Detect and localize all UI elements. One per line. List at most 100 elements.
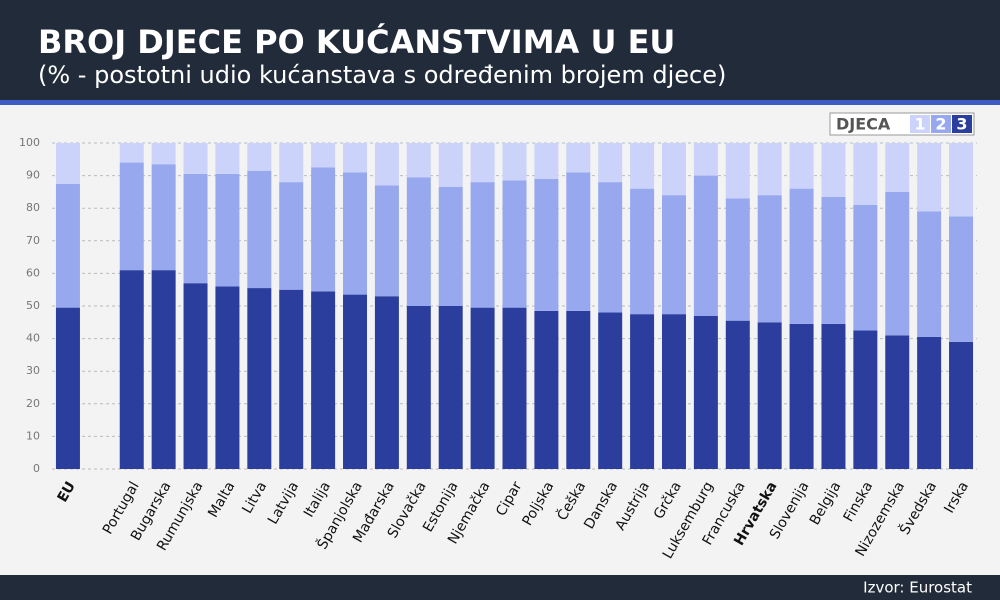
bar-segment <box>470 182 495 308</box>
bar-segment <box>406 143 431 178</box>
header <box>0 0 1000 100</box>
bar-segment <box>534 143 559 179</box>
legend-label: 2 <box>935 115 946 134</box>
bar-segment <box>630 188 655 315</box>
source: Izvor: Eurostat <box>863 579 972 597</box>
chart-subtitle: (% - postotni udio kućanstava s određeni… <box>38 61 726 89</box>
bar-segment <box>757 143 782 196</box>
bar-segment <box>311 143 336 168</box>
bar-segment <box>885 335 910 469</box>
bar-segment <box>438 187 463 306</box>
bar-segment <box>183 283 208 469</box>
bar-segment <box>438 143 463 188</box>
y-tick-label: 0 <box>33 462 40 475</box>
bar-segment <box>374 296 399 469</box>
legend-swatch <box>952 115 972 133</box>
legend-label: 3 <box>956 115 967 134</box>
legend-swatch <box>910 115 930 133</box>
bar-segment <box>406 306 431 469</box>
bar-segment <box>279 289 304 469</box>
bar-segment <box>406 177 431 306</box>
bar-segment <box>311 291 336 469</box>
legend-label: 1 <box>914 115 925 134</box>
legend-swatch <box>931 115 951 133</box>
bar-segment <box>151 143 176 165</box>
bar-segment <box>151 270 176 469</box>
bar-segment <box>534 178 559 311</box>
bar-segment <box>885 143 910 192</box>
bar-segment <box>853 330 878 469</box>
bar-segment <box>917 211 942 337</box>
y-tick-label: 20 <box>26 397 40 410</box>
bar-segment <box>630 314 655 469</box>
bar-segment <box>693 315 718 469</box>
header-stripe <box>0 100 1000 105</box>
bar-segment <box>693 143 718 176</box>
bar-segment <box>789 188 814 324</box>
bar-segment <box>119 162 144 271</box>
bar-segment <box>566 310 591 469</box>
chart-title: BROJ DJECE PO KUĆANSTVIMA U EU <box>38 22 675 61</box>
bar-segment <box>55 183 80 308</box>
legend-title: DJECA <box>836 115 891 134</box>
bar-segment <box>247 143 272 171</box>
bar-segment <box>949 143 974 217</box>
bar-segment <box>693 175 718 316</box>
bar-segment <box>215 143 240 174</box>
bar-segment <box>119 143 144 163</box>
bar-segment <box>917 336 942 469</box>
bar-segment <box>119 270 144 469</box>
bar-segment <box>821 143 846 197</box>
bar-segment <box>598 143 623 183</box>
bar-segment <box>343 172 368 295</box>
bar-segment <box>183 173 208 284</box>
bar-segment <box>661 143 686 196</box>
y-tick-label: 100 <box>19 136 40 149</box>
bar-segment <box>757 195 782 323</box>
bar-segment <box>311 167 336 292</box>
bar-segment <box>789 143 814 189</box>
y-tick-label: 60 <box>26 266 40 279</box>
bar-segment <box>247 288 272 469</box>
bar-segment <box>470 307 495 469</box>
bar-segment <box>566 143 591 173</box>
bar-segment <box>853 143 878 205</box>
bar-segment <box>853 204 878 331</box>
bar-segment <box>757 322 782 469</box>
bar-segment <box>470 143 495 183</box>
bar-segment <box>183 143 208 174</box>
footer <box>0 575 1000 600</box>
bar-segment <box>885 191 910 336</box>
bar-segment <box>247 170 272 289</box>
y-tick-label: 70 <box>26 234 40 247</box>
bar-segment <box>821 323 846 469</box>
bar-segment <box>917 143 942 212</box>
bar-segment <box>566 172 591 311</box>
bar-segment <box>661 314 686 469</box>
bar-segment <box>949 341 974 469</box>
y-tick-label: 30 <box>26 364 40 377</box>
bar-segment <box>949 216 974 342</box>
bar-segment <box>598 312 623 469</box>
bar-segment <box>279 143 304 183</box>
bar-segment <box>725 198 750 321</box>
bar-segment <box>598 182 623 313</box>
bar-segment <box>630 143 655 189</box>
bar-segment <box>789 323 814 469</box>
bar-segment <box>151 164 176 271</box>
bar-segment <box>215 286 240 469</box>
bar-segment <box>343 143 368 173</box>
bar-segment <box>215 173 240 287</box>
bar-segment <box>725 320 750 469</box>
bar-segment <box>55 143 80 184</box>
bar-segment <box>725 143 750 199</box>
bar-segment <box>55 307 80 469</box>
bar-segment <box>438 306 463 469</box>
y-tick-label: 90 <box>26 169 40 182</box>
bar-segment <box>502 180 527 308</box>
bar-segment <box>343 294 368 469</box>
y-tick-label: 10 <box>26 429 40 442</box>
bar-segment <box>661 195 686 315</box>
bar-segment <box>279 182 304 290</box>
